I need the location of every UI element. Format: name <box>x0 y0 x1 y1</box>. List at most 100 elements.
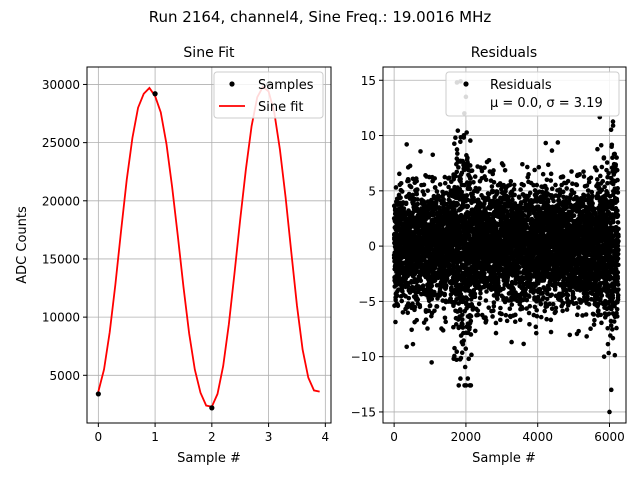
residual-point <box>465 376 471 381</box>
legend-marker-samples <box>229 81 235 87</box>
residual-point <box>429 296 435 302</box>
residual-point <box>458 291 464 297</box>
residual-point <box>526 172 531 177</box>
residual-point <box>397 171 402 177</box>
residual-point <box>464 130 469 135</box>
residual-point <box>495 190 500 196</box>
residual-point <box>460 312 465 318</box>
residual-point <box>403 200 409 206</box>
residual-point <box>461 338 466 343</box>
residual-point <box>476 301 482 307</box>
residual-point <box>518 187 523 192</box>
residuals-title: Residuals <box>471 45 537 61</box>
residual-point <box>520 161 525 167</box>
residual-point <box>509 339 514 345</box>
residual-point <box>560 174 566 180</box>
residual-point <box>486 305 492 310</box>
residual-point <box>443 319 448 325</box>
residual-point <box>426 308 432 314</box>
residual-point <box>484 289 489 294</box>
residual-point <box>567 332 573 338</box>
residual-point <box>478 290 483 296</box>
residual-point <box>451 324 456 330</box>
residual-point <box>560 308 565 314</box>
residual-point <box>452 345 457 351</box>
residual-point <box>565 292 571 298</box>
residual-point <box>467 163 473 168</box>
residual-point <box>446 175 452 181</box>
residual-point <box>468 383 474 388</box>
residual-point <box>421 182 427 188</box>
residual-point <box>532 167 537 173</box>
residual-point <box>552 285 558 290</box>
residual-point <box>415 197 420 202</box>
residual-point <box>503 312 509 318</box>
residual-point <box>489 184 495 189</box>
residual-point <box>414 191 420 197</box>
residual-point <box>504 318 510 324</box>
residual-point <box>564 186 569 191</box>
residual-point <box>540 171 546 177</box>
sine-fit-line <box>97 85 320 408</box>
residuals-plot-area <box>391 79 621 415</box>
residual-point <box>458 308 463 313</box>
residual-point <box>410 210 415 216</box>
residual-point <box>421 192 427 197</box>
residual-point <box>414 317 420 323</box>
residual-point <box>406 178 411 184</box>
residual-point <box>393 319 398 325</box>
residual-point <box>415 201 421 207</box>
residual-point <box>526 294 532 299</box>
sine-fit-legend: Samples Sine fit <box>213 71 324 119</box>
residual-point <box>415 297 421 302</box>
residual-point <box>479 168 485 174</box>
residual-point <box>538 314 544 320</box>
residual-point <box>483 318 489 323</box>
residual-point <box>477 295 483 301</box>
sine-fit-xtick-label: 4 <box>322 430 330 444</box>
residual-point <box>468 332 474 337</box>
residual-point <box>452 353 457 359</box>
residual-point <box>483 177 489 183</box>
residual-point <box>396 287 401 293</box>
residual-point <box>463 346 469 352</box>
residual-point <box>404 344 409 350</box>
residual-point <box>468 175 473 181</box>
residual-point <box>550 301 556 307</box>
residual-point <box>553 182 558 188</box>
residual-point <box>467 186 473 192</box>
residual-point <box>499 311 504 317</box>
residual-point <box>418 278 424 283</box>
residual-point <box>442 315 448 321</box>
residual-point <box>459 189 464 195</box>
residual-point <box>443 283 449 289</box>
figure-suptitle: Run 2164, channel4, Sine Freq.: 19.0016 … <box>149 8 492 26</box>
residual-point <box>430 152 436 158</box>
residual-point <box>491 180 497 185</box>
residual-point <box>410 341 416 347</box>
residual-point <box>407 163 413 169</box>
residual-point <box>437 182 443 187</box>
residual-point <box>393 297 398 303</box>
residual-point <box>455 128 461 133</box>
residual-point <box>427 303 433 308</box>
residual-point <box>512 192 517 198</box>
residual-point <box>491 308 496 314</box>
residual-point <box>420 283 426 289</box>
residual-point <box>478 165 484 170</box>
residual-point <box>553 305 559 311</box>
sine-fit-ytick-label: 25000 <box>42 136 80 150</box>
residual-point <box>454 147 460 152</box>
residual-point <box>548 317 554 323</box>
residual-point <box>451 303 456 309</box>
residual-point <box>465 155 470 161</box>
residual-point <box>453 135 458 140</box>
residual-point <box>446 184 451 190</box>
residual-point <box>511 186 517 192</box>
residual-point <box>542 308 548 314</box>
residual-point <box>512 319 518 325</box>
residual-point <box>458 355 464 361</box>
residual-point <box>455 202 461 207</box>
residual-point <box>471 180 476 185</box>
residual-point <box>448 296 454 301</box>
